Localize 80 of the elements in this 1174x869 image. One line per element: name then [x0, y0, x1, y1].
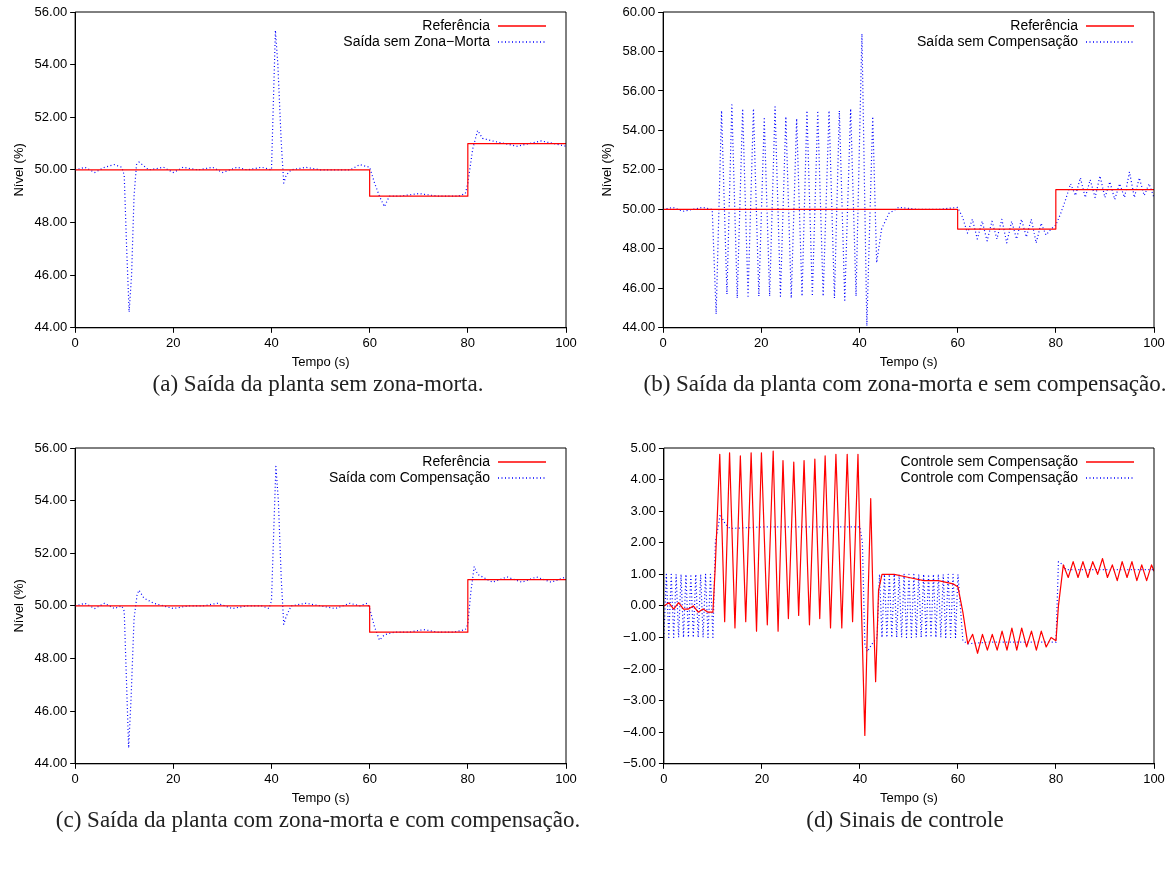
x-tick-label: 60 [362, 335, 377, 351]
y-tick-label: 48.00 [34, 650, 68, 666]
x-tick-label: 0 [71, 335, 79, 351]
y-tick-label: 52.00 [622, 161, 656, 177]
y-tick-label: 56.00 [34, 439, 68, 455]
y-tick-label: 52.00 [34, 108, 68, 124]
y-tick-label: 44.00 [34, 755, 68, 771]
line-series [75, 29, 566, 313]
x-tick-label: 80 [460, 335, 476, 351]
x-tick-label: 80 [460, 771, 476, 787]
y-axis-title: Nível (%) [11, 143, 27, 197]
x-tick-label: 0 [71, 771, 79, 787]
x-tick-label: 60 [950, 771, 966, 787]
x-tick-label: 40 [852, 335, 867, 351]
legend-label: Referência [1010, 16, 1079, 33]
y-tick-label: 54.00 [34, 56, 68, 72]
y-tick-label: −3.00 [622, 692, 656, 708]
y-tick-label: 56.00 [34, 3, 68, 19]
y-tick-label: 3.00 [630, 502, 656, 518]
text: (b) Saída da planta com zona-morta e sem compensação. [642, 370, 1168, 397]
legend-label: Saída sem Compensação [916, 32, 1079, 49]
y-tick-label: 5.00 [630, 439, 656, 455]
y-tick-label: −5.00 [622, 755, 656, 771]
x-tick-label: 80 [1048, 335, 1064, 351]
x-tick-label: 100 [1143, 771, 1165, 787]
text: (d) Sinais de controle [805, 806, 1005, 833]
x-tick-label: 20 [754, 335, 769, 351]
y-tick-label: 46.00 [34, 266, 68, 282]
y-tick-label: 44.00 [34, 319, 68, 335]
x-axis-title: Tempo (s) [880, 789, 938, 805]
legend-label: Saída com Compensação [328, 468, 491, 485]
x-tick-label: 40 [264, 335, 279, 351]
line-series [75, 465, 566, 749]
y-tick-label: 54.00 [34, 492, 68, 508]
y-tick-label: 50.00 [622, 200, 656, 216]
x-axis-title: Tempo (s) [291, 353, 350, 369]
x-tick-label: 40 [264, 771, 279, 787]
y-axis-title: Nível (%) [599, 143, 615, 197]
x-tick-label: 0 [659, 335, 667, 351]
line-series [663, 513, 1154, 653]
legend-label: Saída sem Zona−Morta [343, 32, 491, 49]
x-tick-label: 60 [362, 771, 377, 787]
y-tick-label: −2.00 [622, 660, 656, 676]
y-tick-label: 44.00 [622, 319, 656, 335]
y-tick-label: 4.00 [630, 471, 656, 487]
y-tick-label: 60.00 [622, 3, 656, 19]
x-tick-label: 20 [166, 335, 181, 351]
y-tick-label: 50.00 [34, 161, 68, 177]
legend-label: Referência [422, 452, 491, 469]
x-tick-label: 20 [166, 771, 181, 787]
y-tick-label: −4.00 [622, 723, 656, 739]
y-tick-label: 54.00 [622, 122, 656, 137]
legend-label: Referência [422, 16, 491, 33]
x-tick-label: 100 [555, 335, 577, 351]
legend-label: Controle sem Compensação [900, 452, 1079, 469]
y-tick-label: 0.00 [630, 597, 656, 613]
x-tick-label: 100 [1143, 335, 1165, 351]
x-tick-label: 20 [754, 771, 770, 787]
y-tick-label: 48.00 [622, 240, 656, 256]
x-axis-title: Tempo (s) [879, 353, 938, 369]
x-tick-label: 40 [852, 771, 868, 787]
y-tick-label: 56.00 [622, 82, 656, 98]
y-tick-label: 2.00 [630, 534, 656, 550]
y-tick-label: 46.00 [34, 702, 68, 718]
y-tick-label: 46.00 [622, 279, 656, 295]
x-axis-title: Tempo (s) [291, 789, 350, 805]
y-tick-label: 52.00 [34, 544, 68, 560]
x-tick-label: 60 [950, 335, 965, 351]
y-tick-label: 50.00 [34, 597, 68, 613]
y-axis-title: Nível (%) [11, 579, 27, 633]
legend-label: Controle com Compensação [900, 468, 1079, 485]
y-tick-label: 58.00 [622, 43, 656, 59]
y-tick-label: −1.00 [622, 629, 656, 645]
y-tick-label: 48.00 [34, 214, 68, 230]
x-tick-label: 0 [660, 771, 668, 787]
text: (c) Saída da planta com zona-morta e com compensação. [54, 806, 582, 833]
text: (a) Saída da planta sem zona-morta. [151, 370, 485, 397]
y-tick-label: 1.00 [630, 565, 656, 581]
x-tick-label: 80 [1048, 771, 1064, 787]
x-tick-label: 100 [555, 771, 577, 787]
